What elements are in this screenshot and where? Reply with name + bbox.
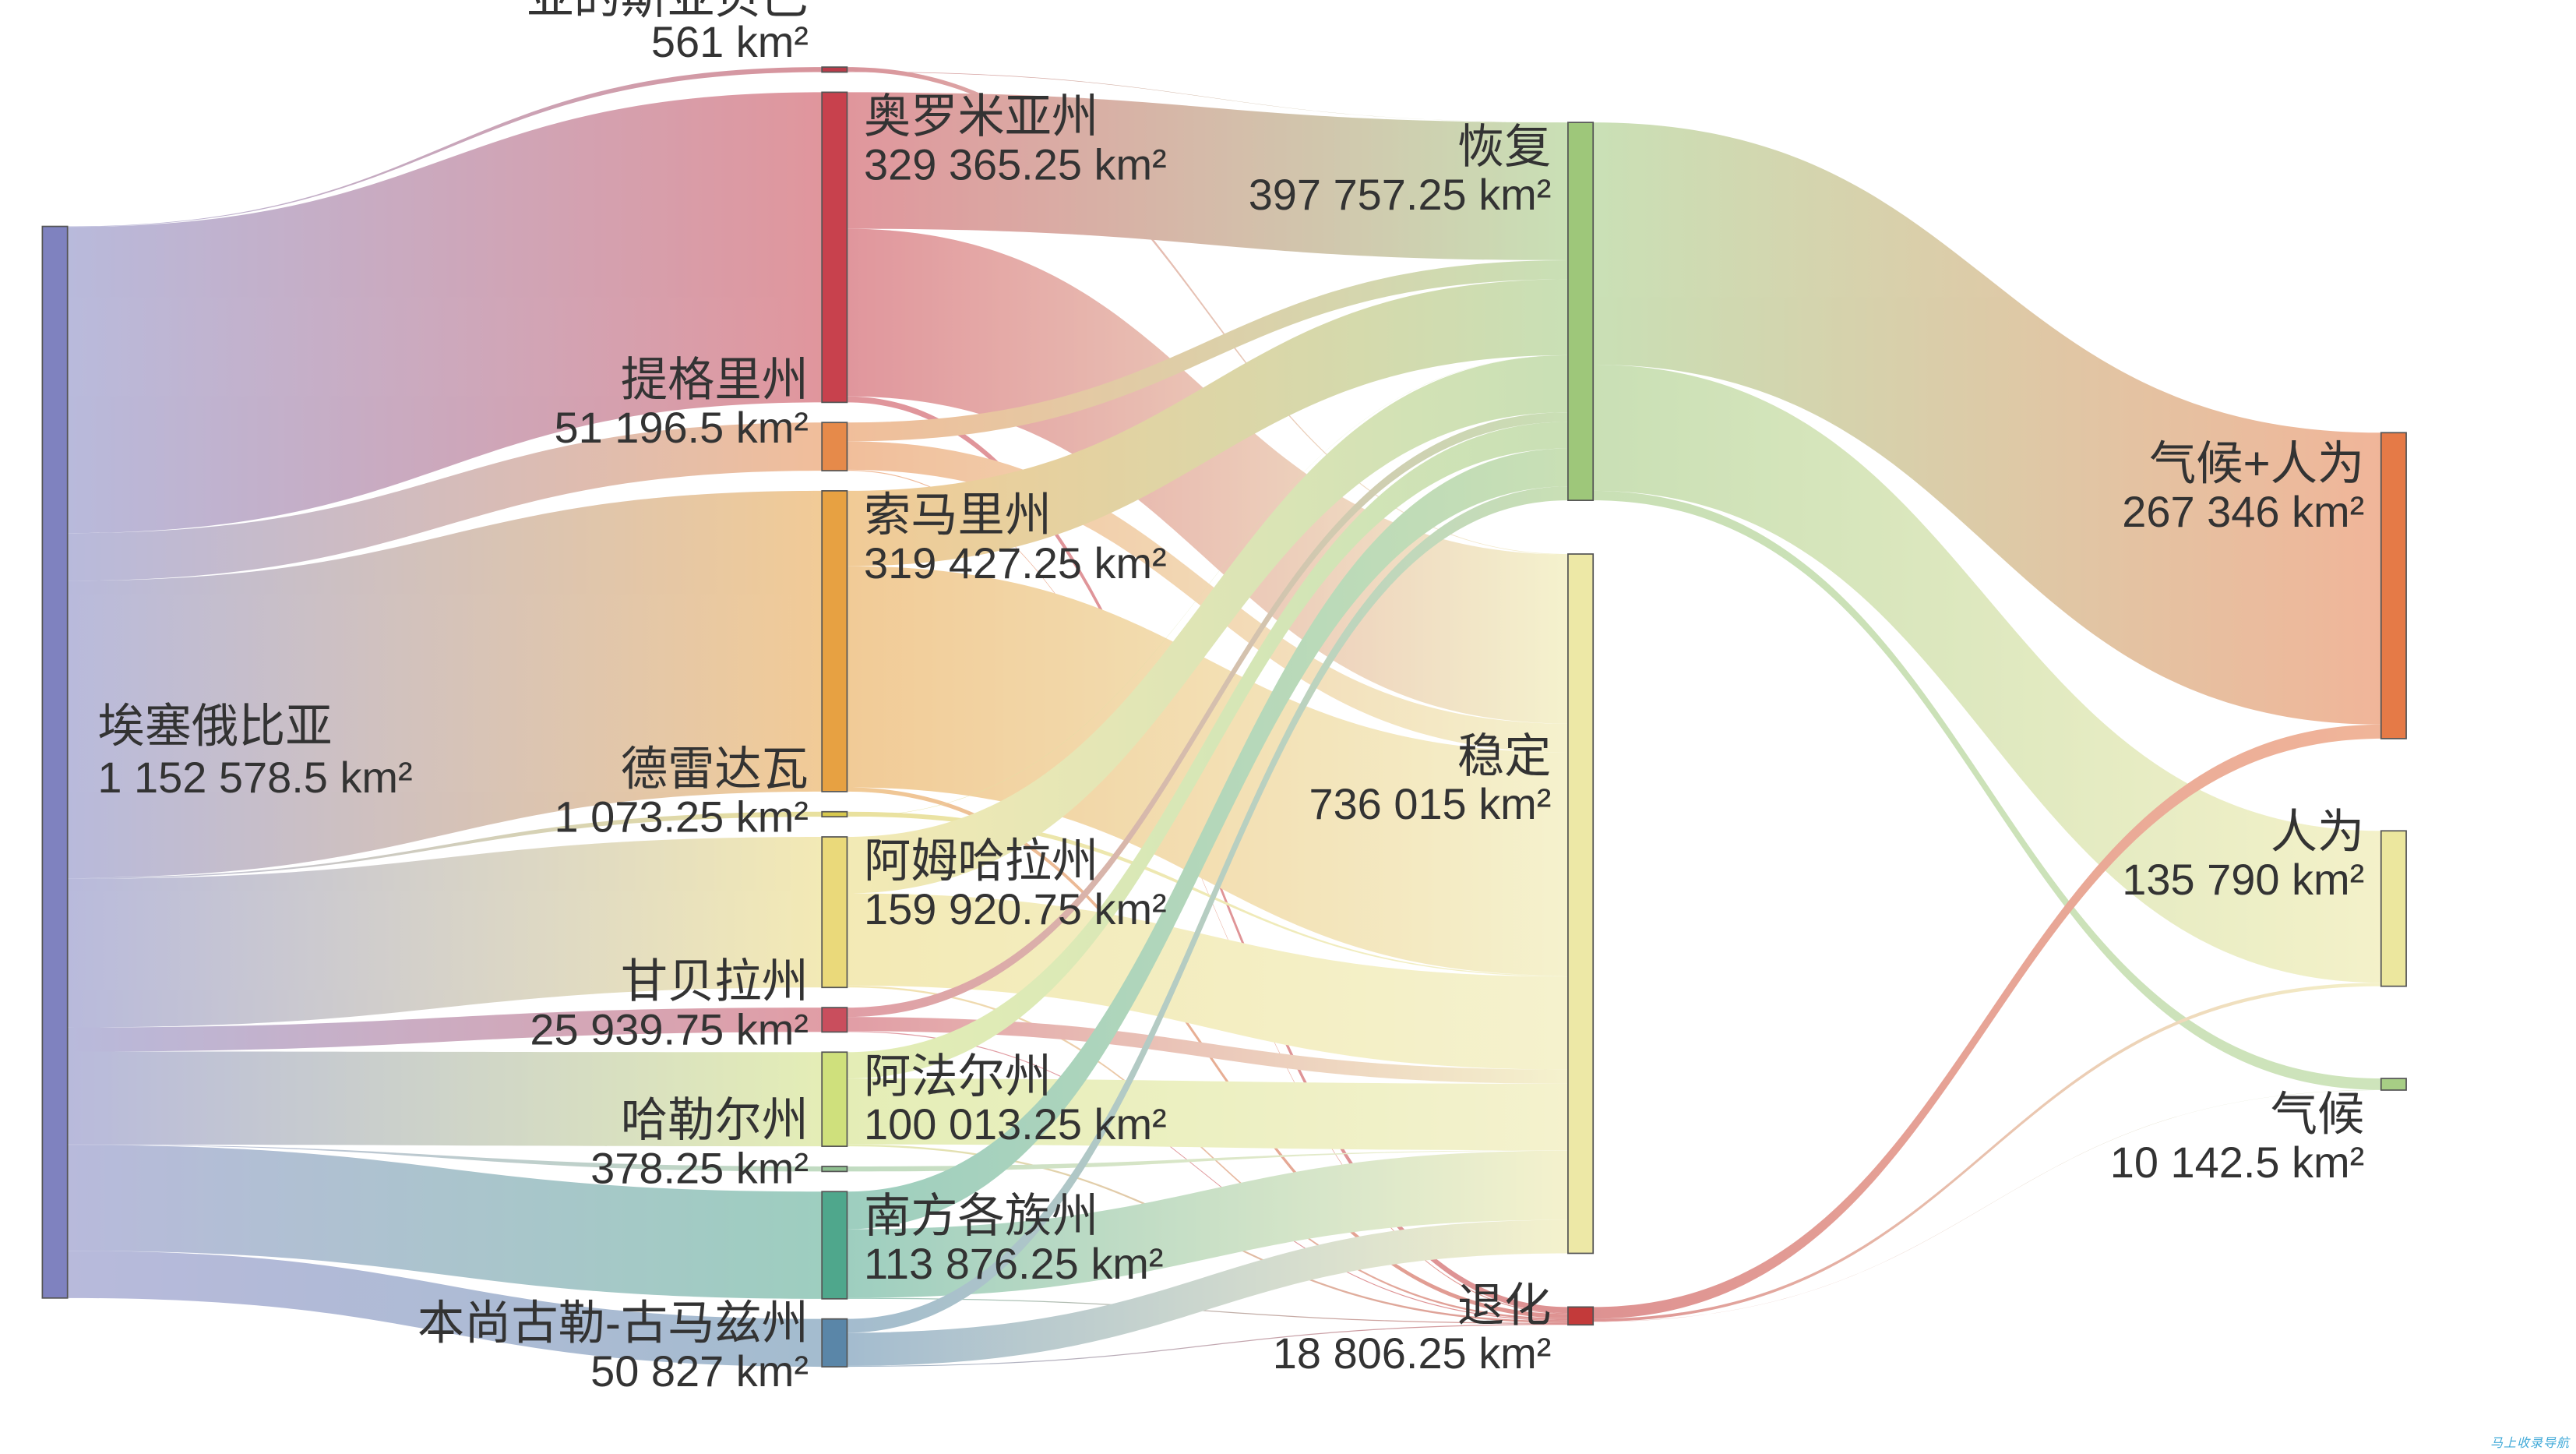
label-bgumuz-name: 本尚古勒-古马兹州 bbox=[418, 1296, 809, 1349]
watermark: 马上收录导航 bbox=[2490, 1432, 2570, 1451]
label-amhara-value: 159 920.75 km² bbox=[864, 884, 1167, 933]
label-snnp-value: 113 876.25 km² bbox=[864, 1239, 1164, 1288]
label-somali-name: 索马里州 bbox=[864, 489, 1052, 542]
node-ethiopia bbox=[42, 227, 67, 1298]
label-ethiopia-value: 1 152 578.5 km² bbox=[97, 753, 412, 802]
label-gambela-value: 25 939.75 km² bbox=[530, 1004, 809, 1053]
sankey-svg: 埃塞俄比亚1 152 578.5 km² 亚的斯亚贝巴561 km² 奥罗米亚州32… bbox=[0, 0, 2576, 1454]
label-bgumuz: 本尚古勒-古马兹州50 827 km² bbox=[418, 1296, 809, 1395]
label-degrade-name: 退化 bbox=[1457, 1279, 1552, 1332]
node-recover bbox=[1568, 122, 1593, 500]
label-afar-name: 阿法尔州 bbox=[864, 1050, 1052, 1103]
link-degrade-ch bbox=[1593, 725, 2381, 1319]
sankey-diagram: 埃塞俄比亚1 152 578.5 km² 亚的斯亚贝巴561 km² 奥罗米亚州32… bbox=[0, 0, 2576, 1454]
label-harari: 哈勒尔州378.25 km² bbox=[590, 1093, 809, 1192]
node-somali bbox=[822, 491, 847, 792]
node-snnp bbox=[822, 1191, 847, 1299]
node-degrade bbox=[1568, 1307, 1593, 1325]
node-oromia bbox=[822, 92, 847, 402]
node-tigray bbox=[822, 422, 847, 471]
label-c: 气候10 142.5 km² bbox=[2110, 1088, 2364, 1187]
label-ch-name: 气候+人为 bbox=[2149, 437, 2364, 490]
label-addis-value: 561 km² bbox=[651, 17, 809, 66]
node-amhara bbox=[822, 837, 847, 987]
node-c bbox=[2381, 1078, 2406, 1090]
label-bgumuz-value: 50 827 km² bbox=[590, 1346, 809, 1396]
label-c-value: 10 142.5 km² bbox=[2110, 1138, 2364, 1187]
label-snnp: 南方各族州113 876.25 km² bbox=[864, 1189, 1164, 1288]
label-stable-value: 736 015 km² bbox=[1309, 779, 1551, 828]
node-gambela bbox=[822, 1008, 847, 1032]
node-ch bbox=[2381, 432, 2406, 739]
label-ethiopia-name: 埃塞俄比亚 bbox=[97, 699, 332, 752]
label-afar-value: 100 013.25 km² bbox=[864, 1099, 1167, 1149]
label-afar: 阿法尔州100 013.25 km² bbox=[864, 1050, 1167, 1149]
label-degrade-value: 18 806.25 km² bbox=[1273, 1329, 1552, 1378]
label-ch: 气候+人为267 346 km² bbox=[2122, 437, 2364, 536]
label-diredawa-name: 德雷达瓦 bbox=[621, 742, 809, 795]
label-h-value: 135 790 km² bbox=[2122, 855, 2364, 904]
node-bgumuz bbox=[822, 1319, 847, 1367]
node-addis bbox=[822, 67, 847, 72]
label-amhara-name: 阿姆哈拉州 bbox=[864, 835, 1098, 888]
label-ch-value: 267 346 km² bbox=[2122, 487, 2364, 536]
label-recover-value: 397 757.25 km² bbox=[1249, 170, 1552, 219]
label-tigray-value: 51 196.5 km² bbox=[554, 403, 808, 452]
label-gambela-name: 甘贝拉州 bbox=[621, 955, 809, 1008]
label-harari-value: 378.25 km² bbox=[590, 1143, 809, 1192]
node-harari bbox=[822, 1166, 847, 1171]
label-tigray-name: 提格里州 bbox=[621, 353, 809, 406]
label-oromia-value: 329 365.25 km² bbox=[864, 139, 1167, 189]
label-harari-name: 哈勒尔州 bbox=[621, 1093, 809, 1146]
label-diredawa-value: 1 073.25 km² bbox=[554, 792, 808, 842]
label-h-name: 人为 bbox=[2271, 805, 2365, 858]
label-c-name: 气候 bbox=[2271, 1088, 2365, 1141]
node-diredawa bbox=[822, 812, 847, 817]
node-h bbox=[2381, 831, 2406, 986]
node-afar bbox=[822, 1052, 847, 1146]
label-snnp-name: 南方各族州 bbox=[864, 1189, 1098, 1242]
label-somali-value: 319 427.25 km² bbox=[864, 538, 1167, 588]
node-stable bbox=[1568, 554, 1593, 1253]
label-addis: 亚的斯亚贝巴561 km² bbox=[527, 0, 809, 66]
label-oromia-name: 奥罗米亚州 bbox=[864, 90, 1098, 143]
label-recover-name: 恢复 bbox=[1457, 120, 1552, 173]
label-stable-name: 稳定 bbox=[1457, 729, 1552, 782]
